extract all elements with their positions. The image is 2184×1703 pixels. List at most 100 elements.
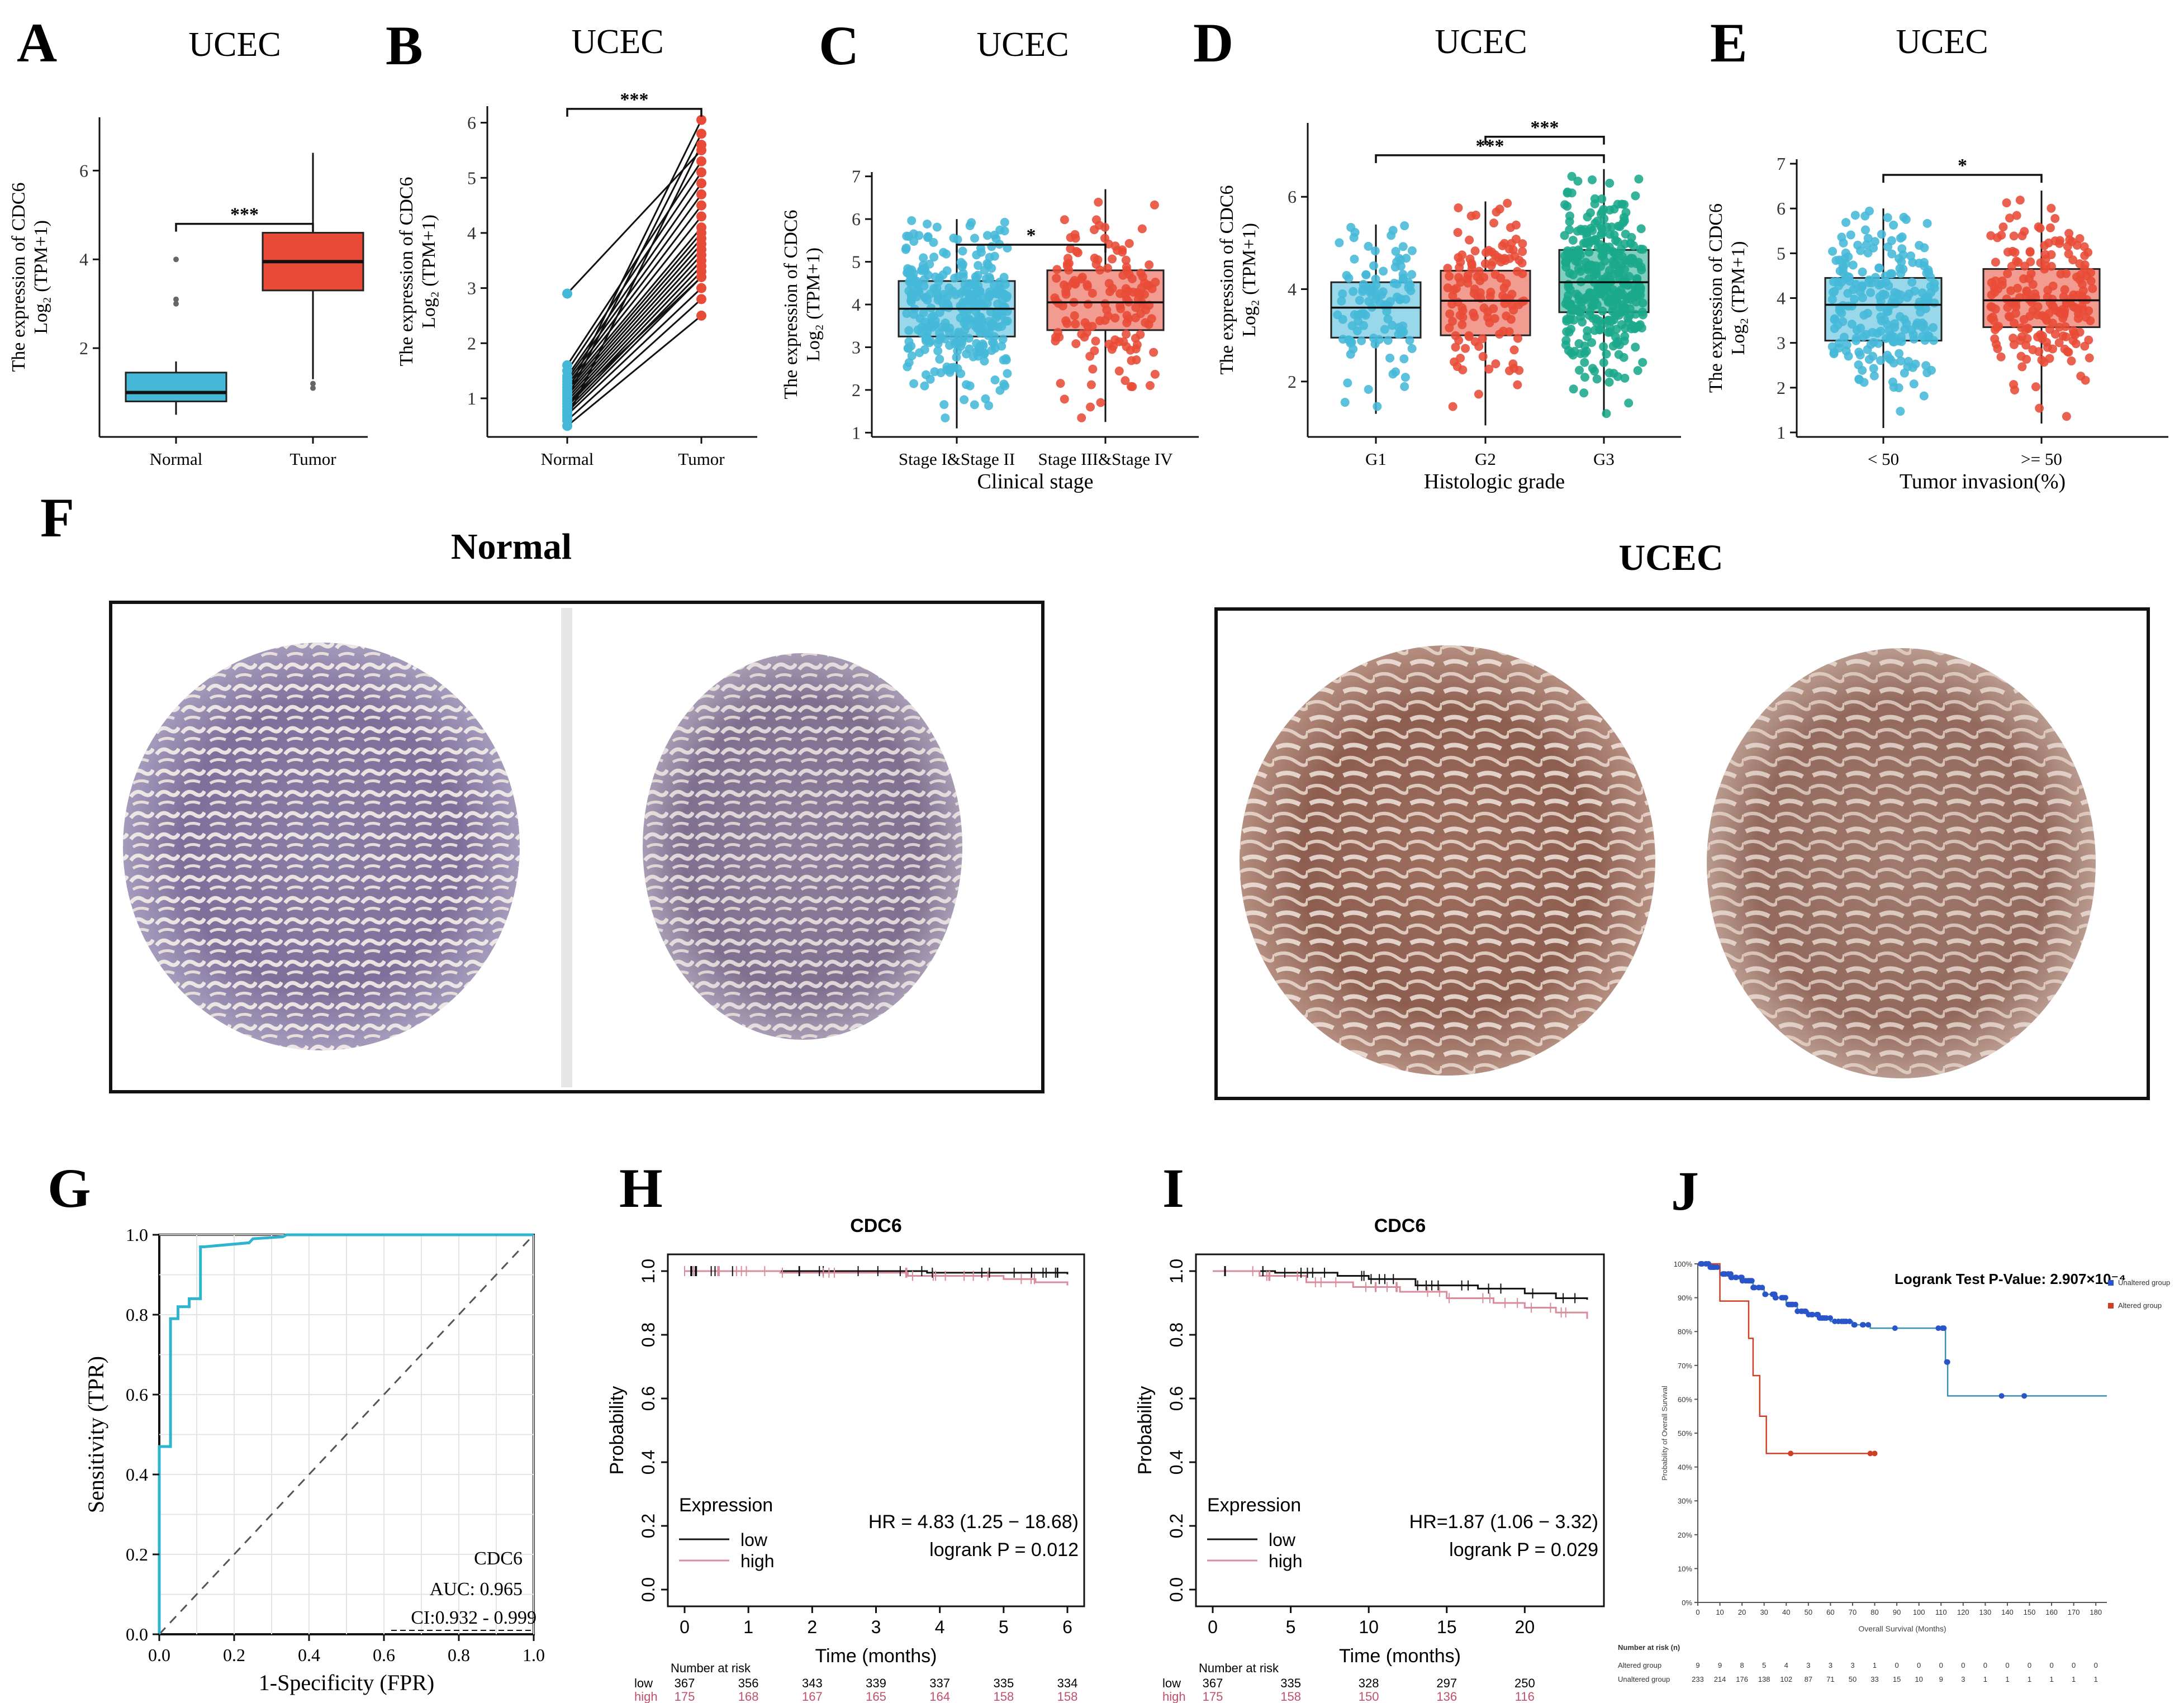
data-point	[1636, 262, 1646, 272]
data-point	[1578, 317, 1587, 327]
data-point	[2047, 261, 2056, 271]
data-point	[2040, 264, 2049, 274]
significance-label: ***	[620, 89, 649, 110]
data-point	[985, 274, 995, 284]
hazard-ratio: HR = 4.83 (1.25 − 18.68)	[868, 1511, 1079, 1533]
risk-value-low: 339	[866, 1676, 886, 1690]
y-tick-label: 1	[467, 388, 476, 408]
y-tick-label: 4	[79, 249, 88, 269]
data-point	[1448, 291, 1457, 301]
significance-bracket	[956, 244, 1107, 253]
x-tick-label: 120	[1957, 1608, 1969, 1616]
data-point	[1083, 321, 1093, 331]
risk-value: 9	[1718, 1661, 1722, 1669]
data-point	[1628, 254, 1637, 263]
data-point	[1338, 289, 1347, 298]
data-point	[1869, 371, 1879, 380]
data-point	[987, 264, 996, 273]
y-tick-label: 4	[1288, 279, 1297, 299]
data-point	[1513, 334, 1523, 343]
data-point	[1863, 248, 1873, 258]
data-point	[1609, 297, 1619, 307]
data-point	[1831, 256, 1841, 265]
x-tick-label: 20	[1515, 1617, 1535, 1637]
data-point	[999, 379, 1009, 389]
data-point	[1881, 271, 1890, 280]
x-tick-label: 90	[1893, 1608, 1901, 1616]
risk-value-high: 175	[1203, 1690, 1223, 1703]
data-point	[1877, 279, 1886, 289]
data-point	[1635, 283, 1645, 292]
risk-value: 9	[1696, 1661, 1699, 1669]
data-point	[2022, 287, 2031, 297]
outlier-point	[173, 296, 179, 302]
y-tick-label: 30%	[1678, 1497, 1692, 1505]
tumor-point	[696, 294, 706, 305]
data-point	[2056, 269, 2066, 279]
data-point	[930, 272, 940, 282]
logrank-p: logrank P = 0.029	[1449, 1539, 1598, 1561]
data-point	[1498, 291, 1507, 301]
normal-point	[562, 412, 572, 423]
y-tick-label: 0.0	[1166, 1577, 1186, 1602]
data-point	[1407, 246, 1417, 255]
y-axis-label-line2: Log₂ (TPM+1)	[419, 215, 439, 329]
data-point	[1077, 413, 1086, 422]
data-point	[1884, 354, 1894, 363]
data-point	[984, 331, 993, 340]
risk-value: 3	[1829, 1661, 1832, 1669]
significance-bracket	[1484, 136, 1605, 145]
y-axis-label-line1: The expression of CDC6	[1217, 185, 1237, 374]
data-point	[942, 266, 952, 275]
data-point	[1605, 230, 1615, 239]
censor-unaltered	[1756, 1285, 1762, 1291]
risk-row-label-low: low	[634, 1676, 653, 1690]
data-point	[1922, 218, 1932, 228]
data-point	[952, 353, 961, 362]
data-point	[1126, 382, 1136, 391]
data-point	[1122, 318, 1132, 327]
y-tick-label: 0.0	[638, 1577, 658, 1602]
data-point	[1621, 324, 1630, 333]
legend-label-unaltered: Unaltered group	[2118, 1278, 2170, 1287]
data-point	[1845, 277, 1854, 286]
pair-line	[566, 204, 702, 383]
y-tick-label: 7	[1777, 154, 1786, 174]
data-point	[2010, 248, 2020, 257]
data-point	[1896, 291, 1906, 300]
data-point	[1620, 256, 1630, 265]
data-point	[2064, 229, 2074, 238]
x-tick-label: >= 50	[2021, 449, 2062, 469]
risk-value: 3	[1850, 1661, 1854, 1669]
data-point	[1123, 287, 1133, 296]
y-tick-label: 0%	[1682, 1599, 1692, 1607]
data-point	[1597, 194, 1607, 203]
data-point	[984, 401, 994, 410]
data-point	[1868, 327, 1877, 337]
data-point	[1844, 252, 1853, 261]
data-point	[949, 363, 959, 372]
data-point	[1908, 330, 1918, 340]
chart-panel-j: 0%10%20%30%40%50%60%70%80%90%100%0 10 20 30…	[1618, 1260, 2170, 1683]
data-point	[1584, 248, 1594, 257]
data-point	[1847, 320, 1857, 329]
y-tick-label: 6	[852, 209, 861, 229]
data-point	[1631, 310, 1640, 319]
y-tick-label: 1.0	[126, 1225, 148, 1245]
data-point	[1599, 342, 1608, 351]
km-curve-high	[1213, 1270, 1588, 1319]
data-point	[1859, 332, 1868, 341]
data-point	[960, 395, 969, 405]
data-point	[1839, 332, 1849, 342]
chart-title: UCEC	[1435, 23, 1527, 61]
data-point	[1127, 356, 1136, 365]
data-point	[1574, 245, 1583, 255]
data-point	[1003, 369, 1012, 378]
data-point	[2051, 306, 2060, 315]
pair-line	[567, 315, 702, 427]
risk-value: 5	[1762, 1661, 1766, 1669]
legend-title: Expression	[1207, 1495, 1301, 1516]
data-point	[1580, 373, 1589, 382]
x-tick-label: Tumor	[289, 449, 336, 469]
